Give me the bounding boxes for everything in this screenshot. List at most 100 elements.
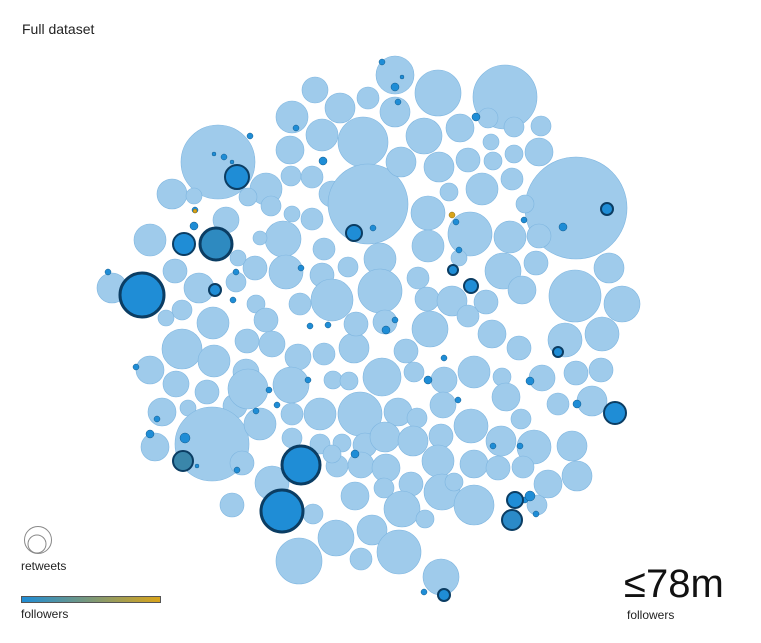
cluster-bubble — [507, 275, 537, 305]
cluster-bubble — [483, 151, 503, 171]
cluster-bubble — [429, 391, 457, 419]
cluster-bubble — [229, 450, 255, 476]
cluster-bubble — [339, 371, 359, 391]
account-dot — [265, 386, 273, 394]
cluster-bubble — [323, 370, 343, 390]
cluster-bubble — [275, 135, 305, 165]
account-dot — [394, 98, 402, 106]
account-dot — [292, 124, 300, 132]
cluster-bubble — [406, 266, 430, 290]
account-dot — [145, 429, 155, 439]
account-dot — [520, 216, 528, 224]
cluster-bubble — [506, 335, 532, 361]
cluster-bubble — [406, 407, 428, 429]
cluster-bubble — [133, 223, 167, 257]
account-dot-high-followers — [448, 211, 456, 219]
cluster-bubble — [477, 107, 499, 129]
cluster-bubble — [482, 133, 500, 151]
cluster-bubble — [280, 165, 302, 187]
highlighted-account — [603, 401, 627, 425]
cluster-bubble — [280, 402, 304, 426]
account-dot — [381, 325, 391, 335]
account-dot — [378, 58, 386, 66]
cluster-bubble — [337, 256, 359, 278]
cluster-bubble — [385, 146, 417, 178]
cluster-bubble — [588, 357, 614, 383]
cluster-bubble — [465, 172, 499, 206]
cluster-bubble — [603, 285, 641, 323]
cluster-bubble — [238, 187, 258, 207]
account-dot — [297, 264, 305, 272]
account-dot — [391, 316, 399, 324]
cluster-bubble — [410, 195, 446, 231]
account-dot — [273, 401, 281, 409]
cluster-bubble — [533, 469, 563, 499]
cluster-bubble — [268, 254, 304, 290]
account-dot — [390, 82, 400, 92]
cluster-bubble — [485, 455, 511, 481]
cluster-bubble — [428, 423, 454, 449]
cluster-bubble — [376, 529, 422, 575]
size-legend-large-circle — [24, 526, 52, 554]
color-legend-ramp — [21, 596, 161, 603]
cluster-bubble — [477, 319, 507, 349]
cluster-bubble — [356, 514, 388, 546]
cluster-bubble — [300, 165, 324, 189]
cluster-bubble — [379, 96, 411, 128]
account-dot — [179, 432, 191, 444]
cluster-bubble — [373, 477, 395, 499]
highlighted-account — [501, 509, 523, 531]
cluster-bubble — [503, 116, 525, 138]
cluster-bubble — [229, 249, 247, 267]
cluster-bubble — [185, 187, 203, 205]
account-dot — [306, 322, 314, 330]
account-dot — [516, 442, 524, 450]
cluster-bubble — [511, 455, 535, 479]
account-dot — [572, 399, 582, 409]
highlighted-account — [208, 283, 222, 297]
cluster-bubble — [524, 137, 554, 167]
cluster-bubble — [504, 144, 524, 164]
cluster-bubble — [456, 304, 480, 328]
highlighted-account — [198, 226, 234, 262]
cluster-bubble — [371, 453, 401, 483]
cluster-bubble — [423, 151, 455, 183]
cluster-bubble — [275, 100, 309, 134]
cluster-bubble — [157, 309, 175, 327]
account-dot — [194, 463, 200, 469]
cluster-bubble — [397, 425, 429, 457]
cluster-bubble — [414, 69, 462, 117]
cluster-bubble — [343, 311, 369, 337]
account-dot — [455, 246, 463, 254]
account-dot — [252, 407, 260, 415]
size-legend-label: retweets — [21, 559, 67, 573]
cluster-bubble — [147, 397, 177, 427]
account-dot — [104, 268, 112, 276]
highlighted-account — [600, 202, 614, 216]
account-dot — [440, 354, 448, 362]
cluster-bubble — [327, 163, 409, 245]
account-dot — [524, 490, 536, 502]
account-dot — [532, 510, 540, 518]
cluster-bubble — [593, 252, 625, 284]
account-dot — [211, 151, 217, 157]
account-dot — [324, 321, 332, 329]
account-dot — [452, 218, 460, 226]
cluster-bubble — [523, 250, 549, 276]
cluster-bubble — [349, 547, 373, 571]
cluster-bubble — [493, 220, 527, 254]
cluster-bubble — [171, 299, 193, 321]
cluster-bubble — [584, 316, 620, 352]
cluster-bubble — [556, 430, 588, 462]
account-dot — [189, 221, 199, 231]
cluster-bubble — [300, 207, 324, 231]
highlighted-account — [224, 164, 250, 190]
cluster-bubble — [303, 397, 337, 431]
cluster-bubble — [411, 229, 445, 263]
cluster-bubble — [312, 237, 336, 261]
highlighted-account — [259, 488, 305, 534]
account-dot-high-followers — [192, 208, 198, 214]
account-dot — [489, 442, 497, 450]
cluster-bubble — [436, 285, 468, 317]
cluster-bubble — [546, 392, 570, 416]
